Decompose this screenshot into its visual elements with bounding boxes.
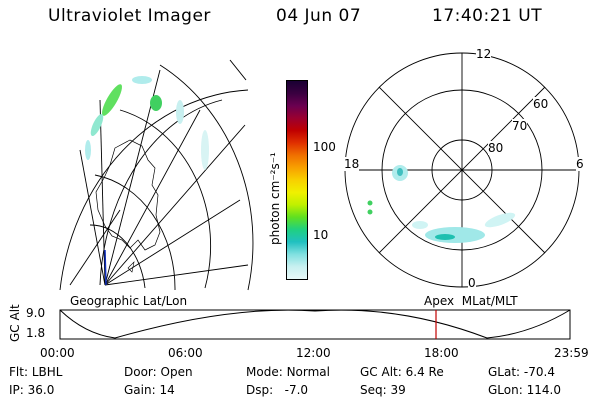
instrument-title: Ultraviolet Imager [48, 6, 211, 26]
altitude-tick-low: 1.8 [26, 326, 46, 340]
time-tick-1: 06:00 [168, 346, 203, 360]
status-ip: IP: 36.0 [9, 383, 55, 397]
status-filter: Flt: LBHL [9, 365, 63, 379]
mlt-label-top: 12 [476, 47, 492, 61]
status-seq: Seq: 39 [360, 383, 406, 397]
status-dsp: Dsp: -7.0 [246, 383, 309, 397]
mlt-label-bottom: 0 [468, 276, 476, 290]
satellite-track [104, 249, 107, 286]
colorbar [286, 80, 308, 280]
time-tick-0: 00:00 [40, 346, 75, 360]
lat-label-60: 60 [533, 97, 549, 111]
status-glon: GLon: 114.0 [488, 383, 561, 397]
time-tick-2: 12:00 [296, 346, 331, 360]
time-tick-3: 18:00 [424, 346, 459, 360]
status-mode: Mode: Normal [246, 365, 330, 379]
geographic-caption: Geographic Lat/Lon [70, 294, 188, 308]
colorbar-tick-100: 100 [313, 140, 336, 154]
altitude-tick-high: 9.0 [26, 306, 46, 320]
auroral-emission-polar [367, 165, 516, 243]
status-door: Door: Open [124, 365, 193, 379]
apex-caption: Apex MLat/MLT [424, 294, 518, 308]
time-tick-4: 23:59 [554, 346, 589, 360]
status-gain: Gain: 14 [124, 383, 175, 397]
auroral-emission-geo [85, 76, 209, 170]
status-glat: GLat: -70.4 [488, 365, 555, 379]
colorbar-tick-10: 10 [313, 228, 329, 242]
lat-label-80: 80 [488, 141, 504, 155]
lat-label-70: 70 [512, 119, 528, 133]
status-gc-alt: GC Alt: 6.4 Re [360, 365, 444, 379]
date-label: 04 Jun 07 [276, 6, 362, 26]
mlt-label-right: 6 [576, 157, 584, 171]
time-label: 17:40:21 UT [432, 6, 543, 26]
mlt-label-left: 18 [344, 157, 360, 171]
